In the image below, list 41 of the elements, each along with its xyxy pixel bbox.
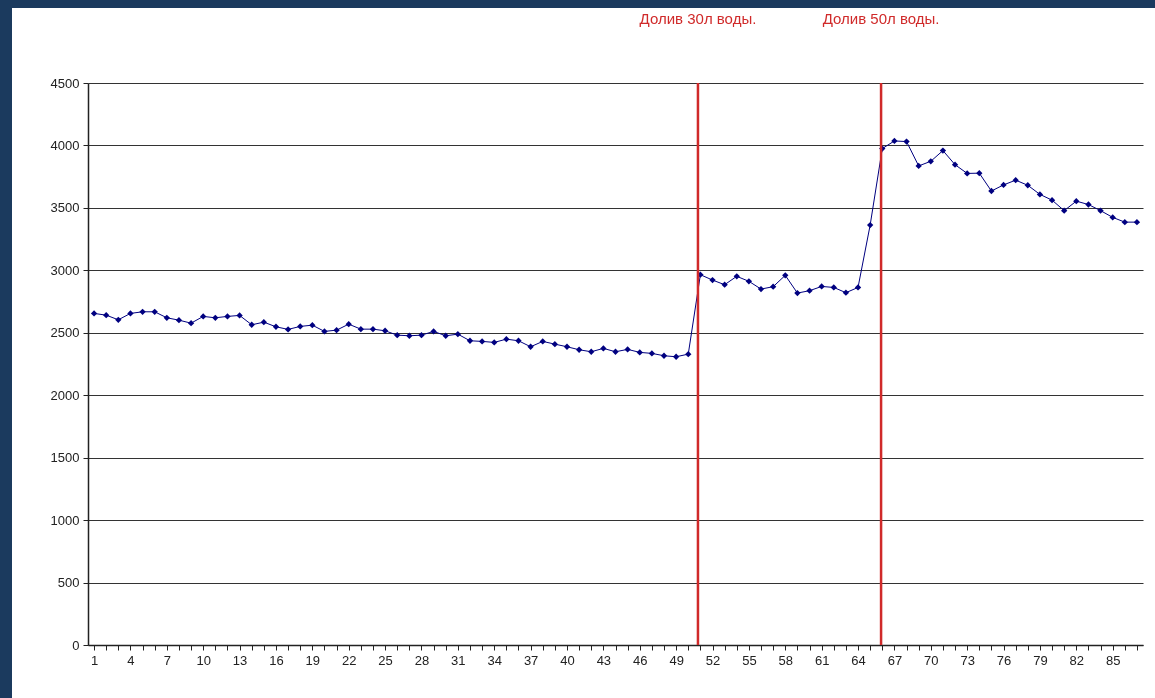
y-tick-label: 0 [72,637,80,653]
x-tick-label: 16 [269,652,284,668]
ref-line-label: Долив 30л воды. [639,10,757,27]
y-tick-label: 1000 [50,512,80,528]
x-tick-label: 22 [341,652,357,668]
x-tick-label: 76 [996,652,1012,668]
x-tick-label: 55 [742,652,757,668]
y-tick-label: 500 [57,575,80,591]
x-tick-label: 64 [851,652,866,668]
y-tick-label: 4000 [50,137,80,153]
x-tick-label: 82 [1069,652,1085,668]
x-tick-label: 19 [305,652,321,668]
x-tick-label: 61 [814,652,830,668]
x-tick-label: 13 [232,652,248,668]
ref-line-label: Долив 50л воды. [822,10,940,27]
x-tick-label: 79 [1033,652,1048,668]
y-tick-label: 2500 [50,325,80,341]
x-tick-label: 37 [523,652,539,668]
x-tick-label: 70 [924,652,939,668]
y-tick-label: 4500 [50,75,80,91]
x-tick-label: 43 [596,652,612,668]
x-tick-label: 67 [887,652,903,668]
x-tick-label: 31 [451,652,466,668]
x-tick-label: 1 [90,652,99,668]
x-tick-label: 10 [196,652,211,668]
x-tick-label: 49 [669,652,684,668]
y-tick-label: 3000 [50,262,80,278]
x-tick-label: 73 [960,652,975,668]
x-tick-label: 28 [414,652,430,668]
x-tick-label: 46 [633,652,648,668]
y-tick-label: 1500 [50,450,80,466]
y-tick-label: 3500 [50,200,80,216]
x-tick-label: 58 [778,652,793,668]
x-tick-label: 25 [378,652,393,668]
x-tick-label: 52 [705,652,721,668]
x-tick-label: 7 [163,652,171,668]
x-tick-label: 40 [560,652,575,668]
x-tick-label: 34 [487,652,502,668]
x-tick-label: 4 [127,652,135,668]
x-tick-label: 85 [1105,652,1121,668]
y-tick-label: 2000 [50,387,80,403]
